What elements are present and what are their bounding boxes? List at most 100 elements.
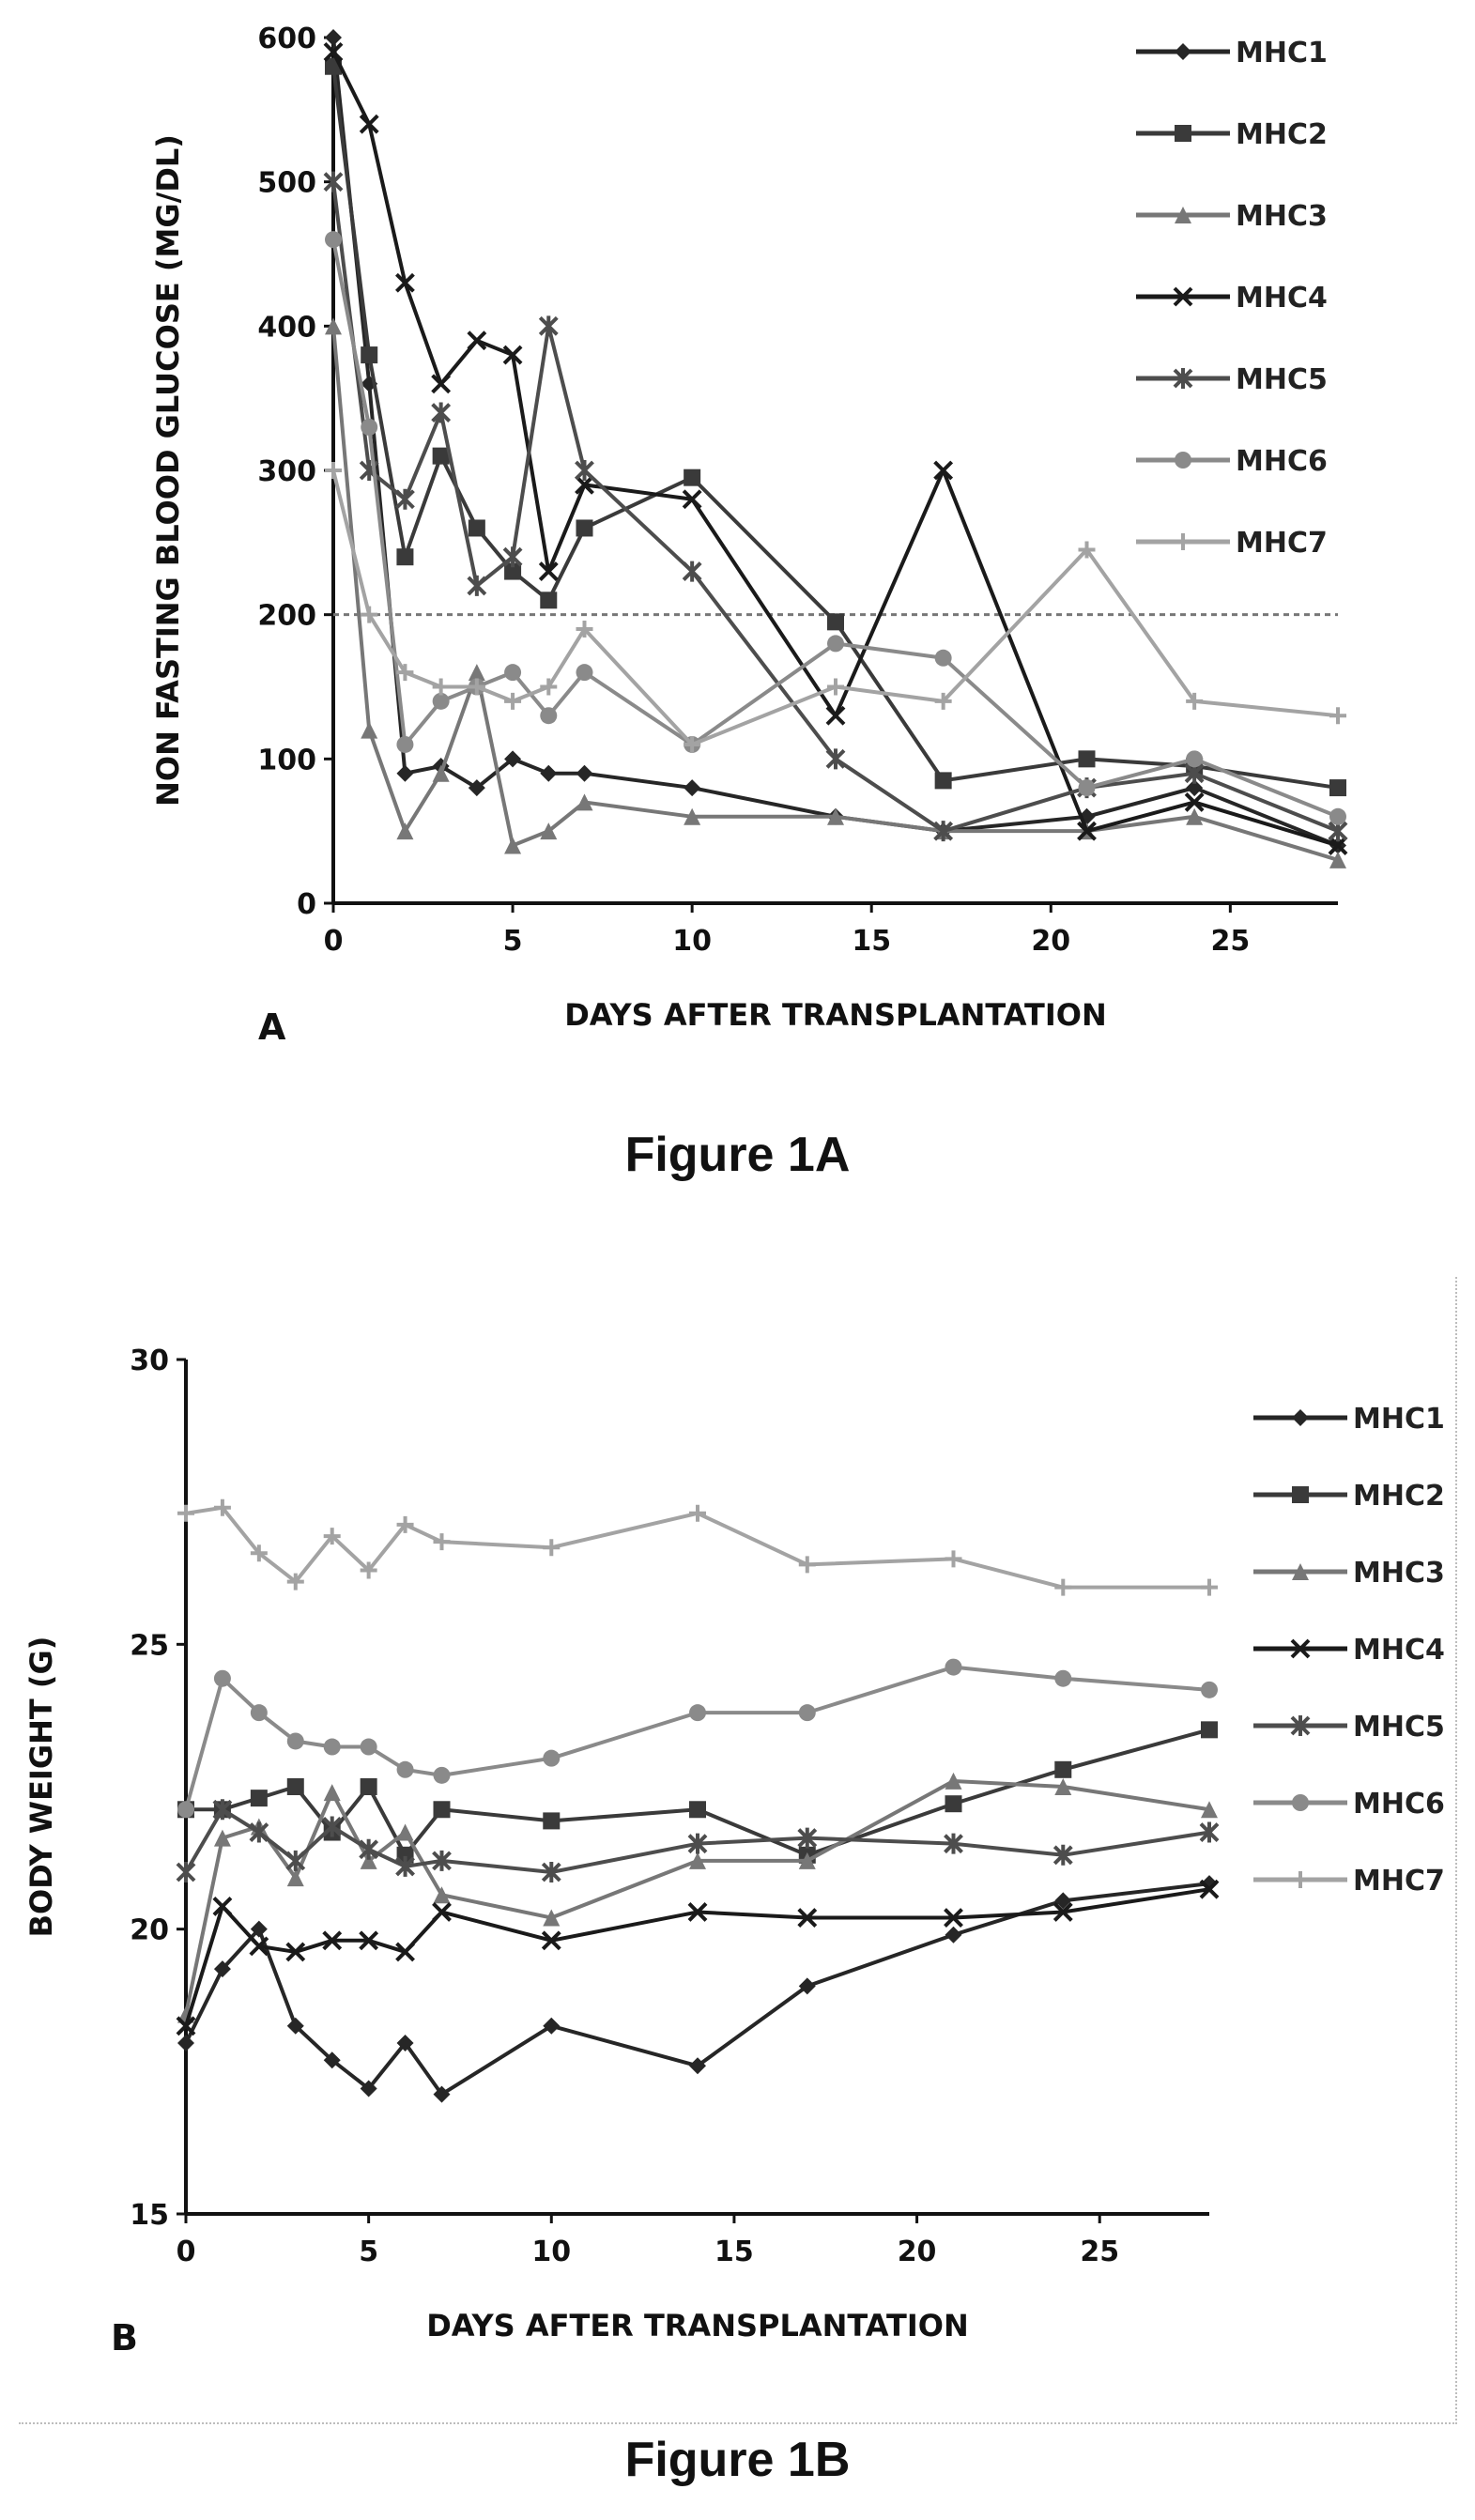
fig-a-legend-marker bbox=[1175, 452, 1191, 469]
fig-b-series-mhc6 bbox=[177, 1658, 1218, 1819]
fig-a-y-tick-label: 600 bbox=[257, 23, 316, 55]
fig-b-point-mhc4 bbox=[359, 1930, 379, 1951]
fig-b-legend-label: MHC2 bbox=[1353, 1480, 1445, 1513]
fig-a-point-mhc6 bbox=[1186, 750, 1204, 768]
fig-b-point-mhc3 bbox=[177, 2005, 194, 2023]
fig-a-point-mhc1 bbox=[576, 764, 593, 782]
fig-b-point-mhc5 bbox=[944, 1833, 963, 1854]
fig-b-legend-label: MHC1 bbox=[1353, 1403, 1445, 1436]
fig-b-legend-item-mhc7: MHC7 bbox=[1253, 1865, 1445, 1898]
fig-b-point-mhc7 bbox=[433, 1533, 451, 1551]
fig-a-point-mhc1 bbox=[540, 764, 558, 782]
fig-b-point-mhc4 bbox=[176, 2016, 196, 2036]
fig-b-point-mhc4 bbox=[944, 1908, 963, 1928]
fig-b-point-mhc7 bbox=[396, 1515, 414, 1533]
fig-a-point-mhc6 bbox=[325, 231, 342, 249]
fig-b-legend-marker bbox=[1292, 1486, 1309, 1503]
fig-b-point-mhc4 bbox=[395, 1942, 415, 1962]
fig-a-line-mhc6 bbox=[331, 238, 1339, 819]
fig-a-point-mhc4 bbox=[575, 474, 594, 495]
fig-b-point-mhc4 bbox=[1199, 1879, 1220, 1899]
fig-a-legend-item-mhc7: MHC7 bbox=[1136, 527, 1328, 560]
fig-b-point-mhc7 bbox=[543, 1539, 561, 1557]
fig-a-legend-label: MHC6 bbox=[1236, 445, 1328, 478]
fig-b-y-tick-label: 15 bbox=[130, 2199, 169, 2232]
fig-a-point-mhc2 bbox=[432, 447, 450, 465]
fig-a-x-tick-label: 20 bbox=[1031, 925, 1070, 958]
fig-b-panel-letter: B bbox=[111, 2317, 138, 2359]
figure-1a-caption: Figure 1A bbox=[624, 1128, 851, 1182]
fig-a-point-mhc3 bbox=[827, 807, 844, 825]
fig-b-point-mhc1 bbox=[177, 2035, 194, 2051]
fig-a-legend-marker bbox=[1175, 125, 1191, 142]
fig-a-point-mhc3 bbox=[396, 822, 414, 840]
fig-b-point-mhc1 bbox=[250, 1920, 268, 1938]
fig-a-point-mhc6 bbox=[934, 649, 952, 667]
fig-a-y-tick-label: 500 bbox=[257, 167, 316, 200]
fig-a-point-mhc4 bbox=[538, 561, 559, 581]
fig-a-line-mhc7 bbox=[331, 469, 1339, 746]
fig-b-legend-marker bbox=[1292, 1871, 1309, 1888]
fig-a-legend-item-mhc3: MHC3 bbox=[1136, 200, 1328, 233]
fig-b-point-mhc1 bbox=[1054, 1892, 1072, 1910]
fig-a-point-mhc6 bbox=[432, 692, 450, 710]
fig-b-point-mhc4 bbox=[687, 1902, 708, 1922]
fig-a-y-tick-label: 100 bbox=[257, 744, 316, 776]
fig-a-point-mhc7 bbox=[827, 678, 844, 696]
fig-b-y-tick-label: 25 bbox=[130, 1629, 169, 1662]
fig-a-point-mhc7 bbox=[540, 678, 558, 696]
fig-b-point-mhc5 bbox=[176, 1862, 196, 1882]
fig-a-y-tick-label: 400 bbox=[257, 311, 316, 344]
fig-a-legend-marker bbox=[1175, 43, 1191, 60]
fig-b-point-mhc4 bbox=[249, 1936, 269, 1957]
fig-a-point-mhc2 bbox=[468, 519, 485, 537]
fig-a-legend-item-mhc1: MHC1 bbox=[1136, 37, 1328, 69]
fig-a-point-mhc5 bbox=[323, 171, 344, 192]
fig-b-point-mhc5 bbox=[249, 1821, 269, 1843]
fig-b-legend-item-mhc1: MHC1 bbox=[1253, 1403, 1445, 1436]
fig-b-point-mhc6 bbox=[543, 1749, 561, 1767]
fig-b-y-tick-label: 20 bbox=[130, 1914, 169, 1947]
fig-a-point-mhc7 bbox=[1078, 541, 1096, 559]
fig-b-point-mhc4 bbox=[285, 1942, 306, 1962]
fig-b-point-mhc1 bbox=[1201, 1875, 1218, 1893]
fig-a-point-mhc5 bbox=[538, 315, 559, 337]
fig-b-point-mhc7 bbox=[323, 1528, 341, 1545]
fig-a-point-mhc6 bbox=[361, 418, 378, 436]
fig-a-line-mhc4 bbox=[331, 51, 1339, 848]
fig-b-legend-marker bbox=[1290, 1638, 1311, 1659]
fig-b-legend-item-mhc6: MHC6 bbox=[1253, 1788, 1445, 1821]
fig-b-point-mhc4 bbox=[541, 1930, 561, 1951]
fig-b-point-mhc5 bbox=[212, 1799, 233, 1821]
fig-a-legend-label: MHC2 bbox=[1236, 118, 1328, 151]
fig-a-point-mhc6 bbox=[827, 635, 844, 653]
fig-b-point-mhc4 bbox=[432, 1902, 452, 1922]
fig-b-point-mhc6 bbox=[286, 1732, 304, 1750]
fig-a-legend-label: MHC5 bbox=[1236, 363, 1328, 396]
fig-a-series-mhc4 bbox=[323, 41, 1348, 855]
fig-a-point-mhc3 bbox=[576, 793, 593, 811]
fig-b-point-mhc6 bbox=[1201, 1681, 1218, 1698]
fig-a-point-mhc4 bbox=[359, 114, 379, 134]
fig-a-point-mhc7 bbox=[576, 621, 593, 638]
fig-a-point-mhc7 bbox=[325, 462, 342, 479]
fig-a-x-tick-label: 15 bbox=[852, 925, 891, 958]
fig-b-point-mhc4 bbox=[797, 1908, 818, 1928]
fig-a-point-mhc2 bbox=[540, 592, 558, 609]
fig-b-point-mhc1 bbox=[945, 1926, 962, 1944]
fig-a-point-mhc2 bbox=[684, 469, 701, 486]
fig-a-point-mhc5 bbox=[575, 460, 594, 481]
fig-b-point-mhc2 bbox=[543, 1812, 561, 1830]
fig-a-point-mhc7 bbox=[1186, 692, 1204, 710]
fig-a-point-mhc3 bbox=[1186, 807, 1204, 825]
fig-b-point-mhc5 bbox=[1052, 1844, 1073, 1866]
fig-b-point-mhc3 bbox=[689, 1852, 706, 1869]
fig-b-x-tick-label: 0 bbox=[177, 2236, 196, 2268]
fig-b-series-mhc5 bbox=[176, 1799, 1220, 1882]
fig-a-point-mhc4 bbox=[1184, 792, 1205, 812]
fig-a-point-mhc3 bbox=[1329, 851, 1346, 868]
fig-b-point-mhc3 bbox=[543, 1909, 561, 1927]
fig-a-y-tick-label: 0 bbox=[297, 888, 316, 921]
fig-b-point-mhc1 bbox=[689, 2057, 706, 2075]
fig-b-legend-label: MHC5 bbox=[1353, 1711, 1445, 1744]
